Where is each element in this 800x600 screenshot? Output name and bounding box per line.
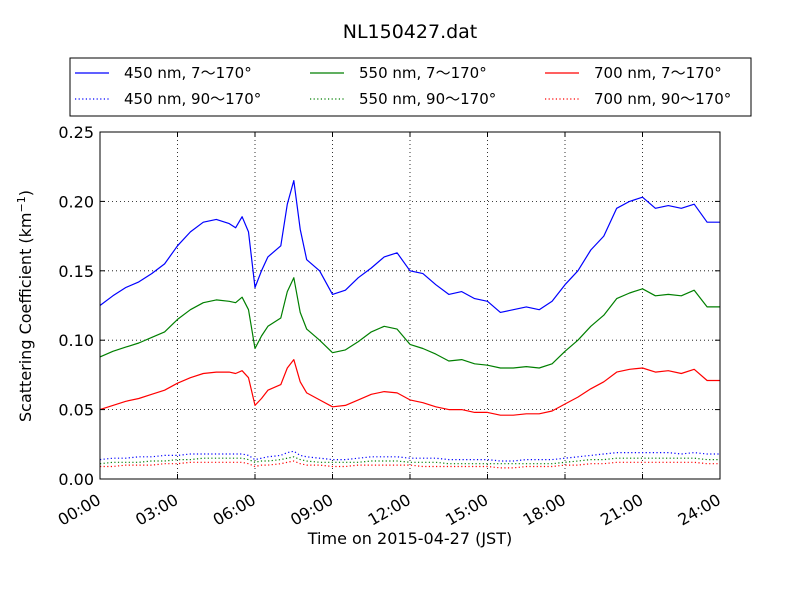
series-line-1: [99, 277, 720, 369]
legend-label-3: 450 nm, 90～170°: [124, 90, 261, 108]
y-tick-label: 0.20: [58, 192, 94, 211]
legend-label-4: 550 nm, 90～170°: [359, 90, 496, 108]
y-axis-label-main: Scattering Coefficient (km: [16, 212, 35, 422]
y-tick-label: 0.00: [58, 470, 94, 489]
series-line-2: [99, 359, 720, 416]
chart-title: NL150427.dat: [343, 21, 478, 43]
y-axis-label-close: ): [16, 190, 35, 196]
y-axis-label-superscript: −1: [15, 196, 28, 212]
series-layer: [99, 180, 720, 469]
legend-label-5: 700 nm, 90～170°: [594, 90, 731, 108]
legend-box: [69, 57, 752, 117]
y-tick-label: 0.25: [58, 123, 94, 142]
y-axis-label: Scattering Coefficient (km−1): [15, 190, 35, 422]
legend-label-0: 450 nm, 7～170°: [124, 64, 252, 82]
legend: 450 nm, 7～170° 550 nm, 7～170° 700 nm, 7～17…: [69, 57, 752, 117]
legend-label-2: 700 nm, 7～170°: [594, 64, 722, 82]
series-line-0: [99, 180, 720, 313]
ticks: [99, 131, 721, 480]
legend-label-1: 550 nm, 7～170°: [359, 64, 487, 82]
y-tick-label: 0.10: [58, 331, 94, 350]
series-line-5: [100, 460, 720, 469]
y-tick-label: 0.15: [58, 262, 94, 281]
series-line-4: [99, 456, 720, 465]
x-axis-label: Time on 2015-04-27 (JST): [307, 529, 512, 548]
y-tick-labels: 0.00 0.05 0.10 0.15 0.20 0.25: [58, 123, 94, 489]
y-tick-label: 0.05: [58, 401, 94, 420]
